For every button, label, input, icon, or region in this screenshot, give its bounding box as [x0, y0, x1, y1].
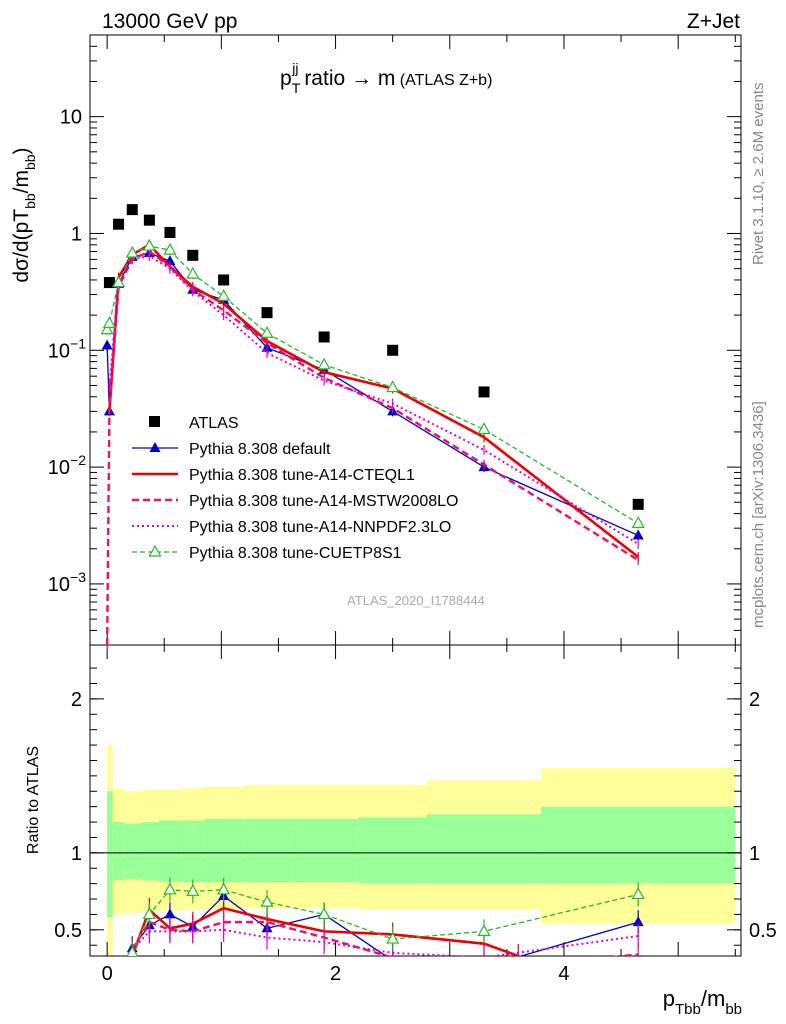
- band-inner: [289, 818, 359, 883]
- atlas-data-point: [261, 307, 273, 319]
- ratio-uncertainty-bands: [90, 745, 741, 955]
- cuetp8s1-ratio-marker: [631, 887, 645, 900]
- main-data-series: [100, 204, 645, 650]
- header-process: Z+Jet: [687, 10, 740, 33]
- atlas-data-point: [218, 274, 230, 286]
- main-y-tick-label: 1: [71, 223, 82, 245]
- x-axis-label: pTbb/mbb: [663, 986, 742, 1018]
- band-inner: [141, 822, 159, 881]
- cuetp8s1-ratio-marker: [317, 907, 331, 920]
- band-inner: [158, 820, 182, 883]
- atlas-data-point: [143, 214, 155, 226]
- mcplots-label: mcplots.cern.ch [arXiv:1306.3436]: [750, 401, 767, 628]
- plot-title: pTjj ratio → m (ATLAS Z+b): [280, 60, 492, 96]
- band-inner: [107, 791, 113, 918]
- cuetp8s1-ratio-marker: [477, 924, 491, 936]
- cuetp8s1-ratio-marker: [260, 894, 274, 907]
- cuetp8s1-marker: [317, 357, 331, 370]
- legend-cuetp8s1-marker: [148, 544, 162, 557]
- main-y-tick-label: 10−2: [48, 452, 86, 479]
- cuetp8s1-marker: [631, 516, 645, 528]
- cuetp8s1-marker: [477, 422, 491, 435]
- main-y-axis-label: dσ/d(pTbb/mbb): [10, 147, 38, 282]
- cuetp8s1-marker: [186, 266, 200, 279]
- ratio-axis-ticks: 0.5 0.5 1 1 2 2 0 2 4: [54, 35, 777, 985]
- ratio-y-tick-label: 1: [71, 843, 82, 865]
- default-marker: [632, 529, 644, 540]
- band-inner: [426, 814, 542, 884]
- main-axis-ticks: 10−3 10−2 10−1 1 10: [48, 34, 741, 646]
- ratio-y-axis-label: Ratio to ATLAS: [25, 746, 42, 854]
- ratio-data-series: [126, 877, 645, 971]
- ratio-y-tick-label: 2: [71, 689, 82, 711]
- cuetp8s1-marker: [217, 289, 231, 301]
- x-tick-label: 0: [102, 963, 113, 985]
- band-inner: [244, 818, 290, 883]
- ratio-panel-frame: [89, 644, 742, 957]
- legend-label-default: Pythia 8.308 default: [189, 441, 331, 458]
- atlas-data-point: [318, 331, 330, 343]
- cuetp8s1-marker: [163, 242, 177, 255]
- cuetp8s1-ratio-marker: [126, 945, 138, 956]
- cuetp8s1-marker: [125, 245, 139, 258]
- legend-label-cteql1: Pythia 8.308 tune-A14-CTEQL1: [189, 467, 415, 484]
- cuetp8s1-ratio-marker: [142, 907, 156, 920]
- legend-label-atlas: ATLAS: [189, 415, 239, 432]
- legend: ATLAS Pythia 8.308 default Pythia 8.308 tu…: [132, 415, 458, 562]
- band-inner: [358, 817, 427, 884]
- cuetp8s1-marker: [142, 238, 156, 251]
- cuetp8s1-ratio-marker: [186, 884, 200, 896]
- header-energy: 13000 GeV pp: [102, 10, 237, 33]
- rivet-version-label: Rivet 3.1.10, ≥ 2.6M events: [750, 83, 767, 266]
- x-tick-label: 4: [558, 963, 569, 985]
- main-panel-frame: [89, 34, 742, 646]
- atlas-data-point: [126, 204, 138, 216]
- atlas-data-point: [113, 218, 125, 230]
- cuetp8s1-marker: [386, 380, 400, 393]
- ratio-y-tick-label: 2: [749, 689, 760, 711]
- default-ratio-marker: [164, 908, 176, 919]
- atlas-data-point: [478, 386, 490, 398]
- mstw-line: [105, 250, 639, 646]
- band-inner: [204, 818, 245, 883]
- atlas-data-point: [187, 249, 199, 261]
- ratio-y-tick-label: 1: [749, 843, 760, 865]
- legend-default-marker: [149, 442, 161, 452]
- analysis-watermark: ATLAS_2020_I1788444: [347, 593, 485, 608]
- legend-label-mstw: Pythia 8.308 tune-A14-MSTW2008LO: [189, 493, 458, 510]
- x-tick-label: 2: [330, 963, 341, 985]
- default-ratio-marker: [632, 916, 644, 927]
- legend-label-nnpdf: Pythia 8.308 tune-A14-NNPDF2.3LO: [189, 519, 451, 536]
- band-inner: [541, 806, 736, 884]
- atlas-data-point: [103, 277, 115, 289]
- cteql1-ratio-line: [131, 906, 519, 956]
- atlas-data-point: [387, 344, 399, 356]
- band-inner: [124, 823, 142, 880]
- default-marker: [101, 339, 113, 350]
- legend-atlas-marker: [149, 416, 160, 427]
- band-inner: [112, 822, 125, 881]
- cuetp8s1-ratio-marker: [217, 882, 231, 895]
- legend-label-cuetp8s1: Pythia 8.308 tune-CUETP8S1: [189, 545, 402, 562]
- cuetp8s1-marker: [102, 316, 116, 328]
- main-y-tick-label: 10−1: [48, 335, 86, 362]
- atlas-data-point: [632, 498, 644, 510]
- cuetp8s1-ratio-line: [131, 889, 639, 954]
- ratio-y-tick-label: 0.5: [749, 920, 777, 942]
- default-ratio-marker: [479, 961, 490, 971]
- cuetp8s1-ratio-marker: [386, 931, 400, 944]
- nnpdf-ratio-line: [131, 928, 639, 956]
- main-y-tick-label: 10−3: [48, 569, 86, 596]
- cuetp8s1-marker: [100, 322, 114, 335]
- ratio-series-group: [126, 877, 645, 971]
- ratio-y-tick-label: 0.5: [54, 920, 82, 942]
- cuetp8s1-ratio-marker: [163, 882, 177, 895]
- cuetp8s1-marker: [112, 275, 126, 288]
- cuetp8s1-marker: [260, 325, 274, 338]
- atlas-data-point: [164, 226, 176, 238]
- main-y-tick-label: 10: [60, 107, 82, 129]
- band-inner: [181, 820, 205, 883]
